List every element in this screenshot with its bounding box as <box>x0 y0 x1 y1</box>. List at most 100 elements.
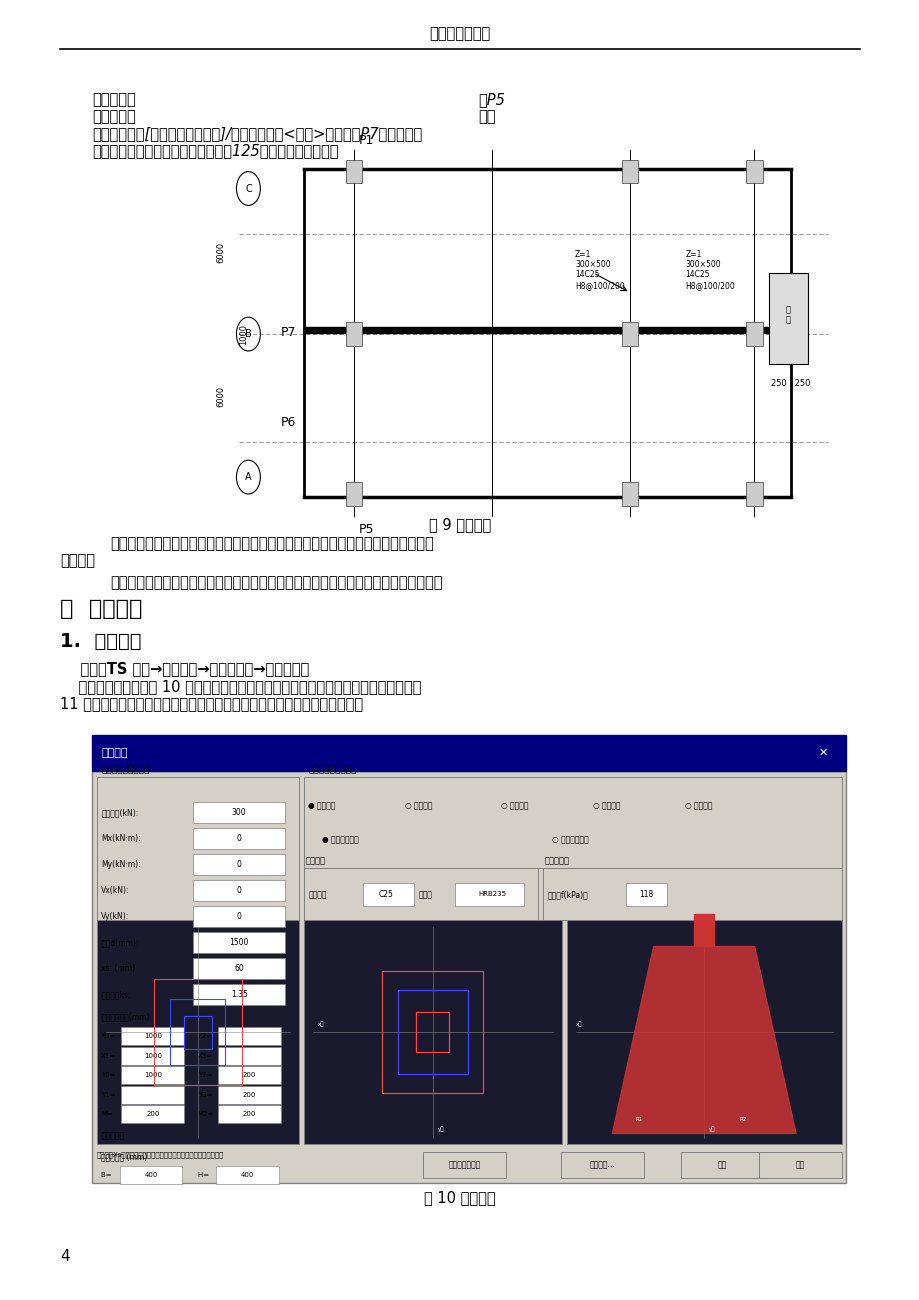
Text: 4: 4 <box>60 1249 69 1264</box>
Text: 民
反: 民 反 <box>785 306 790 324</box>
FancyBboxPatch shape <box>193 984 285 1005</box>
Text: 300: 300 <box>232 809 246 816</box>
Text: ● 槽形基础: ● 槽形基础 <box>308 802 335 810</box>
Text: Z=1
300×500
14C25
H8@100/200: Z=1 300×500 14C25 H8@100/200 <box>685 250 734 290</box>
Text: y轴: y轴 <box>437 1126 443 1132</box>
Text: Y2=: Y2= <box>198 1072 212 1078</box>
FancyBboxPatch shape <box>121 1027 184 1045</box>
Text: 材料特性: 材料特性 <box>305 857 325 866</box>
FancyBboxPatch shape <box>119 1166 182 1184</box>
Text: 前光标移动到梁线的左侧，然后输入125一即梁的偏移距离）: 前光标移动到梁线的左侧，然后输入125一即梁的偏移距离） <box>92 143 338 157</box>
FancyBboxPatch shape <box>303 777 841 868</box>
FancyBboxPatch shape <box>216 1166 278 1184</box>
Text: 400: 400 <box>241 1173 254 1178</box>
Text: 地基承载力: 地基承载力 <box>544 857 569 866</box>
Text: 118: 118 <box>639 891 652 898</box>
FancyBboxPatch shape <box>621 482 638 506</box>
Text: Vy(kN):: Vy(kN): <box>101 913 130 920</box>
Text: y轴: y轴 <box>708 1126 714 1132</box>
Text: 折减系数ks:: 折减系数ks: <box>101 991 130 998</box>
Text: 点取菜单后，出现图 10 对话框，填写好相应的数据后，点取基础计算按钮，进入到图: 点取菜单后，出现图 10 对话框，填写好相应的数据后，点取基础计算按钮，进入到图 <box>60 680 421 694</box>
Text: P1: P1 <box>358 134 374 147</box>
FancyBboxPatch shape <box>193 828 285 849</box>
Text: X0=: X0= <box>101 1034 116 1039</box>
Text: Y0=: Y0= <box>101 1072 116 1078</box>
Text: 0: 0 <box>236 887 242 894</box>
Text: 11 所示的基础计算结果对话框，继续点取绘图按钮，进行基础的详图绘制。: 11 所示的基础计算结果对话框，继续点取绘图按钮，进行基础的详图绘制。 <box>60 697 362 711</box>
Polygon shape <box>611 946 795 1134</box>
FancyBboxPatch shape <box>363 883 414 906</box>
FancyBboxPatch shape <box>561 1152 643 1178</box>
Text: 另一角点：: 另一角点： <box>92 92 136 107</box>
Text: 基础类型及计算形式: 基础类型及计算形式 <box>308 766 357 775</box>
Text: 200: 200 <box>243 1072 255 1078</box>
FancyBboxPatch shape <box>218 1086 280 1104</box>
FancyBboxPatch shape <box>346 482 362 506</box>
FancyBboxPatch shape <box>621 322 638 346</box>
Text: ○ 程序自动计算: ○ 程序自动计算 <box>551 836 588 844</box>
Text: ● 验算截面尺寸: ● 验算截面尺寸 <box>322 836 358 844</box>
Text: 折减系数Xs是输入的荷载设计值转换成或荷载标准值时需要的系数: 折减系数Xs是输入的荷载设计值转换成或荷载标准值时需要的系数 <box>96 1150 223 1158</box>
Text: 柱截面尺寸 (mm): 柱截面尺寸 (mm) <box>101 1153 147 1161</box>
Text: ○ 墙下条基: ○ 墙下条基 <box>593 802 620 810</box>
Text: 钢筋：: 钢筋： <box>418 891 432 898</box>
Text: 基面截面尺寸(mm): 基面截面尺寸(mm) <box>101 1013 150 1020</box>
Text: 位置上。: 位置上。 <box>60 554 95 568</box>
Text: 接下来，我们可以按照同样的方法，把其他上、下、右侧的地梁移动到和柱子齐平的: 接下来，我们可以按照同样的方法，把其他上、下、右侧的地梁移动到和柱子齐平的 <box>110 537 434 551</box>
Text: 1000: 1000 <box>143 1034 162 1039</box>
Text: 6000: 6000 <box>216 242 225 263</box>
FancyBboxPatch shape <box>625 883 666 906</box>
Text: X2=: X2= <box>198 1034 212 1039</box>
Text: 图 9 偏移地梁: 图 9 偏移地梁 <box>428 517 491 532</box>
FancyBboxPatch shape <box>96 920 299 1144</box>
Text: HRB235: HRB235 <box>478 892 505 897</box>
Text: 1000: 1000 <box>143 1053 162 1058</box>
FancyBboxPatch shape <box>542 868 841 920</box>
Text: 1.35: 1.35 <box>231 991 247 998</box>
FancyBboxPatch shape <box>218 1105 280 1123</box>
Text: 基础荷载（设计值）: 基础荷载（设计值） <box>101 766 150 775</box>
Text: My(kN·m):: My(kN·m): <box>101 861 141 868</box>
Text: X3=: X3= <box>198 1053 212 1058</box>
Text: x轴: x轴 <box>317 1020 323 1027</box>
FancyBboxPatch shape <box>455 883 524 906</box>
Text: 250   250: 250 250 <box>770 380 810 387</box>
Text: 四  基础绘制: 四 基础绘制 <box>60 599 142 619</box>
Text: 埋深d(mm):: 埋深d(mm): <box>101 939 139 946</box>
Text: B: B <box>244 329 252 339</box>
Text: 6000: 6000 <box>216 386 225 407</box>
FancyBboxPatch shape <box>680 1152 763 1178</box>
FancyBboxPatch shape <box>121 1066 184 1084</box>
Text: P5: P5 <box>358 523 374 536</box>
Text: 设计值f(kPa)：: 设计值f(kPa)： <box>547 891 587 898</box>
Text: 基础计算…: 基础计算… <box>589 1161 615 1169</box>
Text: 0: 0 <box>236 913 242 920</box>
FancyBboxPatch shape <box>745 160 762 183</box>
Text: 0: 0 <box>236 835 242 842</box>
Text: Y1=: Y1= <box>101 1092 116 1097</box>
Text: 取消: 取消 <box>717 1161 726 1169</box>
FancyBboxPatch shape <box>193 880 285 901</box>
FancyBboxPatch shape <box>303 868 538 920</box>
FancyBboxPatch shape <box>218 1046 280 1065</box>
Text: 1.  基础计算: 1. 基础计算 <box>60 632 142 651</box>
Text: ✕: ✕ <box>818 747 827 758</box>
FancyBboxPatch shape <box>92 771 845 1183</box>
Text: 输入偏移距离[光标位置决定方向]/或点取对齐点<退出>：柱边的P7点（或将当: 输入偏移距离[光标位置决定方向]/或点取对齐点<退出>：柱边的P7点（或将当 <box>92 126 422 140</box>
Text: 0: 0 <box>236 861 242 868</box>
Text: ○ 杯口柱基: ○ 杯口柱基 <box>501 802 528 810</box>
Text: 基础设计: 基础设计 <box>101 747 128 758</box>
Text: ○ 阶梯柱基: ○ 阶梯柱基 <box>404 802 432 810</box>
Text: M=: M= <box>101 1112 113 1117</box>
FancyBboxPatch shape <box>303 920 562 1144</box>
FancyBboxPatch shape <box>193 854 285 875</box>
Text: 回车: 回车 <box>478 109 495 124</box>
FancyBboxPatch shape <box>193 932 285 953</box>
Text: C: C <box>244 183 252 194</box>
FancyBboxPatch shape <box>121 1105 184 1123</box>
FancyBboxPatch shape <box>758 1152 841 1178</box>
FancyBboxPatch shape <box>346 160 362 183</box>
Text: Y3=: Y3= <box>198 1092 212 1097</box>
FancyBboxPatch shape <box>346 322 362 346</box>
Text: 门形长度比: 门形长度比 <box>101 1132 124 1140</box>
